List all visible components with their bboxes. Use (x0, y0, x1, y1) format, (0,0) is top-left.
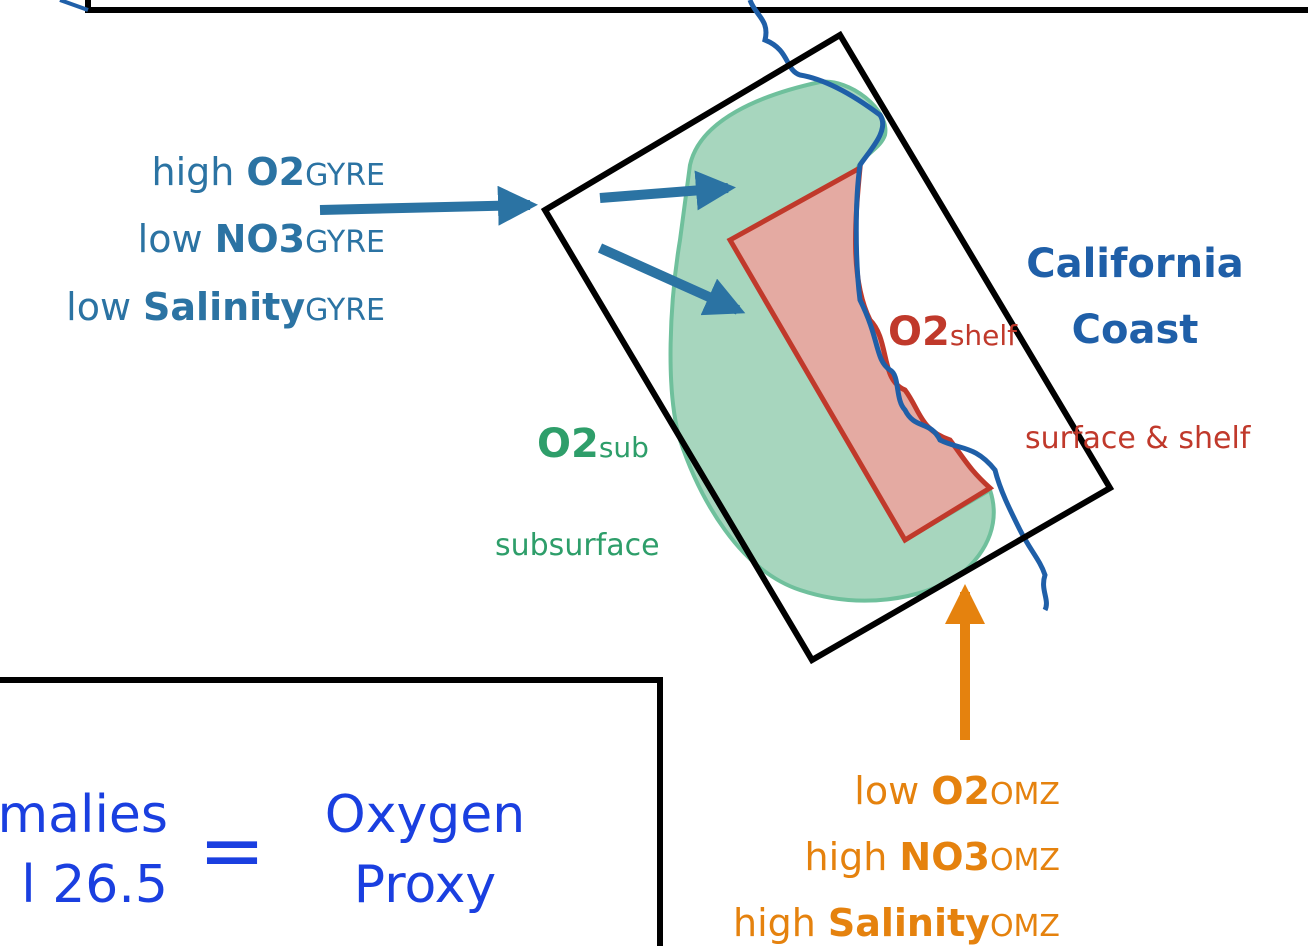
equation-box (0, 677, 663, 946)
text-part: NO3 (899, 835, 990, 879)
shelf-description: surface & shelf (1025, 421, 1252, 456)
text-part: GYRE (305, 293, 385, 328)
gyre-arrow (319, 185, 538, 226)
text-part: Salinity (828, 901, 990, 945)
gyre-label: low SalinityGYRE (66, 285, 385, 329)
omz-labels: low O2OMZ high NO3OMZ high SalinityOMZ (733, 769, 1060, 945)
subsurface-description: subsurface (495, 528, 660, 563)
gyre-label: low NO3GYRE (138, 217, 385, 261)
coast-label-line: Coast (1072, 307, 1199, 353)
text-part: shelf (950, 319, 1018, 352)
text-part: OMZ (990, 777, 1060, 812)
text-part: O2 (931, 769, 990, 813)
equation-right: Proxy (354, 855, 496, 915)
top-box (85, 0, 1308, 13)
text-part: O2 (537, 421, 599, 467)
text-part: sub (599, 431, 649, 464)
map-line (59, 0, 89, 12)
coastline (747, 0, 1049, 612)
text-part: GYRE (305, 158, 385, 193)
text-part: OMZ (990, 843, 1060, 878)
text-part: low (138, 217, 203, 261)
text-part: OMZ (990, 909, 1060, 944)
equation-left: l 26.5 (21, 855, 168, 915)
text-part: high (805, 835, 888, 879)
shelf-label: O2shelf (888, 309, 1018, 355)
gyre-arrow (599, 170, 736, 211)
gyre-arrow (597, 243, 746, 316)
equation-operator: = (198, 804, 265, 897)
omz-label: high NO3OMZ (805, 835, 1060, 879)
text-part: high (733, 901, 816, 945)
gyre-labels: high O2GYRE low NO3GYRE low SalinityGYRE (66, 150, 385, 329)
equation-right: Oxygen (325, 785, 525, 845)
text-part: high (152, 150, 235, 194)
text-part: low (854, 769, 919, 813)
text-part: Salinity (143, 285, 305, 329)
coast-label-line: California (1026, 241, 1244, 287)
coast-label: California Coast (1026, 241, 1244, 353)
equation-left: malies (0, 785, 168, 845)
gyre-label: high O2GYRE (152, 150, 386, 194)
text-part: O2 (888, 309, 950, 355)
subsurface-label: O2sub (537, 421, 649, 467)
text-part: O2 (246, 150, 305, 194)
text-part: low (66, 285, 131, 329)
text-part: NO3 (215, 217, 306, 261)
region-box (540, 30, 1115, 665)
equation: malies l 26.5 = Oxygen Proxy (0, 785, 525, 915)
text-part: GYRE (305, 225, 385, 260)
omz-label: high SalinityOMZ (733, 901, 1060, 945)
omz-label: low O2OMZ (854, 769, 1060, 813)
